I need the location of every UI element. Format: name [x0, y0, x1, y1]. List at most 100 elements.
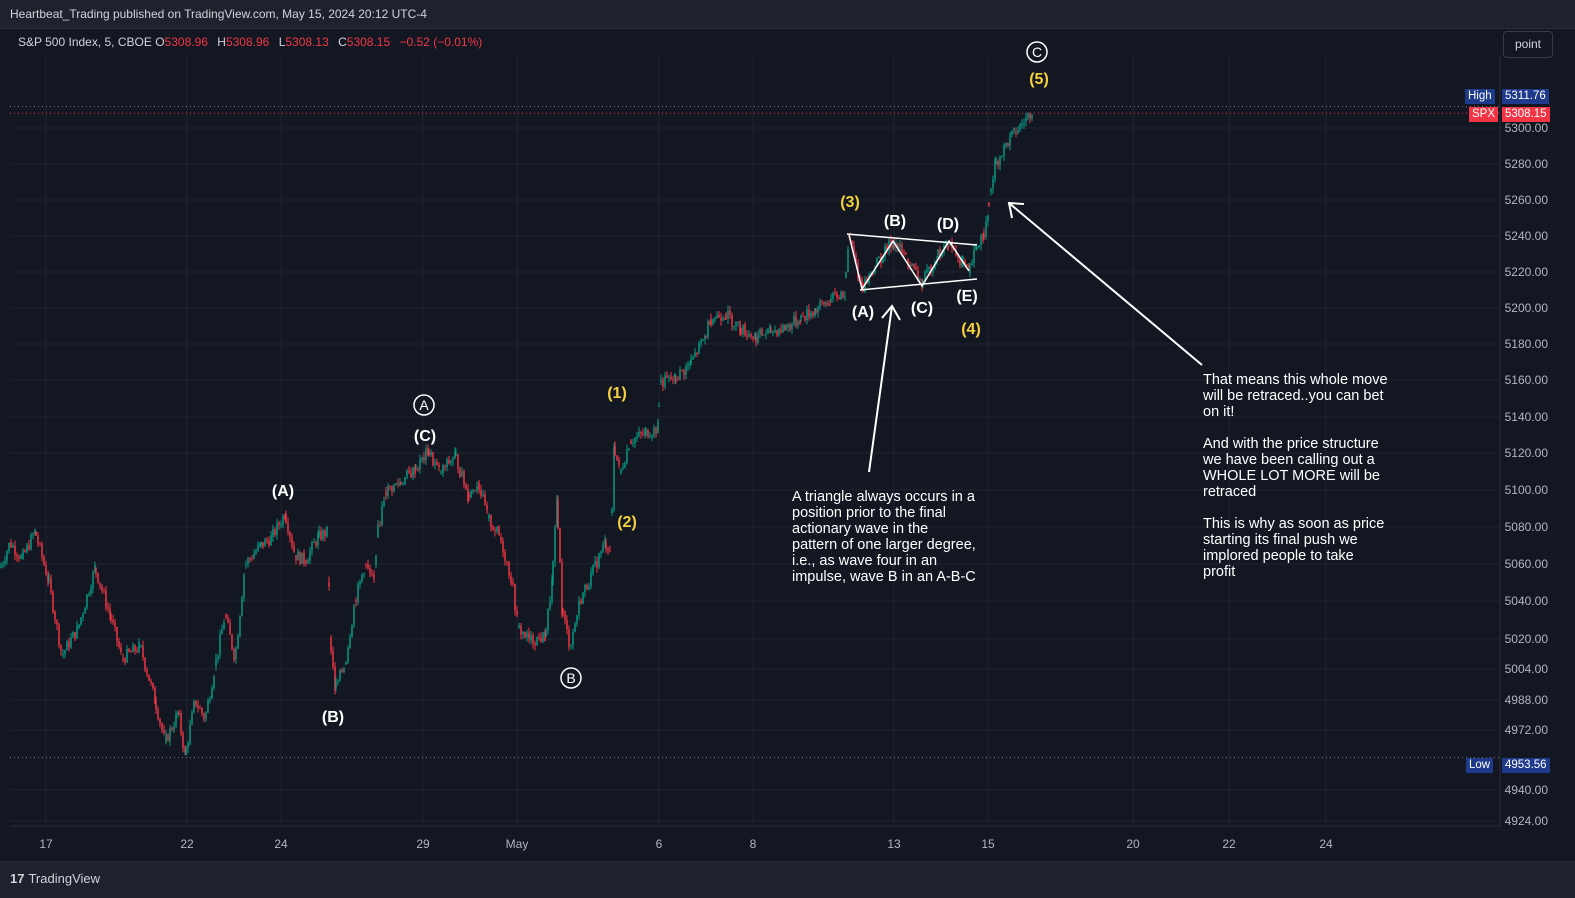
candle-body: [566, 620, 568, 630]
candle-body: [657, 422, 659, 434]
candle-body: [470, 490, 472, 498]
candle-body: [994, 160, 996, 180]
candle-body: [870, 272, 872, 275]
candle-body: [122, 658, 124, 660]
candle-body: [518, 625, 520, 628]
triangle-zigzag: [848, 234, 970, 291]
candle-body: [243, 574, 245, 598]
wave-label: (E): [956, 288, 977, 305]
candle-body: [626, 450, 628, 464]
candle-body: [687, 364, 689, 367]
candle-body: [28, 544, 30, 550]
candle-body: [432, 452, 434, 465]
candle-body: [255, 550, 257, 554]
candle-body: [48, 578, 50, 580]
high-value: 5308.96: [225, 35, 270, 49]
candle-body: [410, 472, 412, 478]
y-tick-label: 5280.00: [1505, 157, 1549, 171]
candle-body: [189, 724, 191, 744]
candle-body: [452, 458, 454, 461]
price-axis[interactable]: 5300.00 5280.00 5260.00 5240.00 5220.00 5200.…: [1499, 57, 1549, 828]
candle-body: [770, 331, 772, 333]
time-axis[interactable]: 17 22 24 29 May 6 8 13 15 20 22 24: [10, 825, 1500, 851]
candle-body: [457, 453, 459, 470]
candle-body: [609, 550, 611, 552]
candle-body: [851, 240, 853, 246]
candle-body: [349, 637, 351, 648]
candle-body: [660, 379, 662, 383]
candle-body: [387, 485, 389, 496]
candle-body: [365, 564, 367, 566]
annotation-line: That means this whole move: [1203, 372, 1388, 388]
candle-body: [692, 356, 694, 360]
candle-body: [247, 558, 249, 564]
candle-body: [924, 272, 926, 282]
candle-body: [782, 325, 784, 332]
candle-body: [313, 542, 315, 544]
candle-body: [37, 535, 39, 544]
candle-body: [714, 318, 716, 320]
candle-body: [359, 580, 361, 584]
candle-body: [229, 622, 231, 635]
candle-body: [82, 613, 84, 618]
candle-body: [280, 524, 282, 526]
candle-body: [492, 526, 494, 530]
annotation-line: impulse, wave B in an A-B-C: [792, 569, 976, 585]
annotation-line: And with the price structure: [1203, 436, 1379, 452]
candle-body: [285, 513, 287, 523]
candle-body: [421, 457, 423, 459]
chart-canvas[interactable]: 5300.00 5280.00 5260.00 5240.00 5220.00 5200.…: [0, 29, 1575, 860]
candle-body: [780, 329, 782, 332]
candle-body: [990, 188, 992, 192]
candle-body: [434, 462, 436, 465]
candle-body: [110, 615, 112, 620]
y-tick-label: 5240.00: [1505, 229, 1549, 243]
candle-body: [844, 296, 846, 298]
candle-body: [941, 252, 943, 257]
candle-body: [169, 728, 171, 741]
candle-body: [309, 550, 311, 561]
candle-body: [712, 319, 714, 325]
candle-body: [653, 427, 655, 436]
candle-body: [562, 609, 564, 612]
candle-body: [157, 709, 159, 720]
candle-body: [175, 714, 177, 727]
candle-body: [114, 622, 116, 628]
candle-body: [968, 264, 970, 269]
chart-panel[interactable]: 5300.00 5280.00 5260.00 5240.00 5220.00 5200.…: [0, 29, 1575, 860]
candle-body: [427, 448, 429, 456]
x-tick-label: 22: [1222, 837, 1236, 851]
candle-body: [227, 617, 229, 623]
candle-body: [86, 594, 88, 608]
symbol-legend: S&P 500 Index, 5, CBOE O5308.96 H5308.96…: [18, 35, 488, 49]
candle-body: [363, 573, 365, 575]
candle-body: [70, 637, 72, 648]
candle-body: [658, 405, 660, 407]
candle-body: [245, 563, 247, 565]
candle-body: [795, 316, 797, 326]
candle-body: [681, 370, 683, 372]
candle-body: [215, 658, 217, 666]
scale-mode-button[interactable]: point: [1503, 31, 1553, 58]
candle-body: [966, 264, 968, 266]
candle-body: [552, 561, 554, 583]
candle-body: [235, 648, 237, 659]
candle-body: [677, 379, 679, 381]
candle-body: [955, 250, 957, 256]
candle-body: [161, 723, 163, 730]
candle-body: [604, 538, 606, 545]
candle-body: [377, 525, 379, 537]
candle-body: [735, 321, 737, 327]
arrow-to-triangle: [868, 305, 893, 473]
candle-body: [598, 553, 600, 568]
candle-body: [683, 370, 685, 375]
candle-body: [508, 562, 510, 576]
candle-body: [722, 318, 724, 321]
candle-body: [532, 635, 534, 644]
candle-body: [90, 588, 92, 594]
candle-body: [341, 669, 343, 673]
candle-body: [739, 321, 741, 332]
tradingview-logo[interactable]: 17 TradingView: [10, 871, 100, 886]
candle-body: [320, 530, 322, 540]
